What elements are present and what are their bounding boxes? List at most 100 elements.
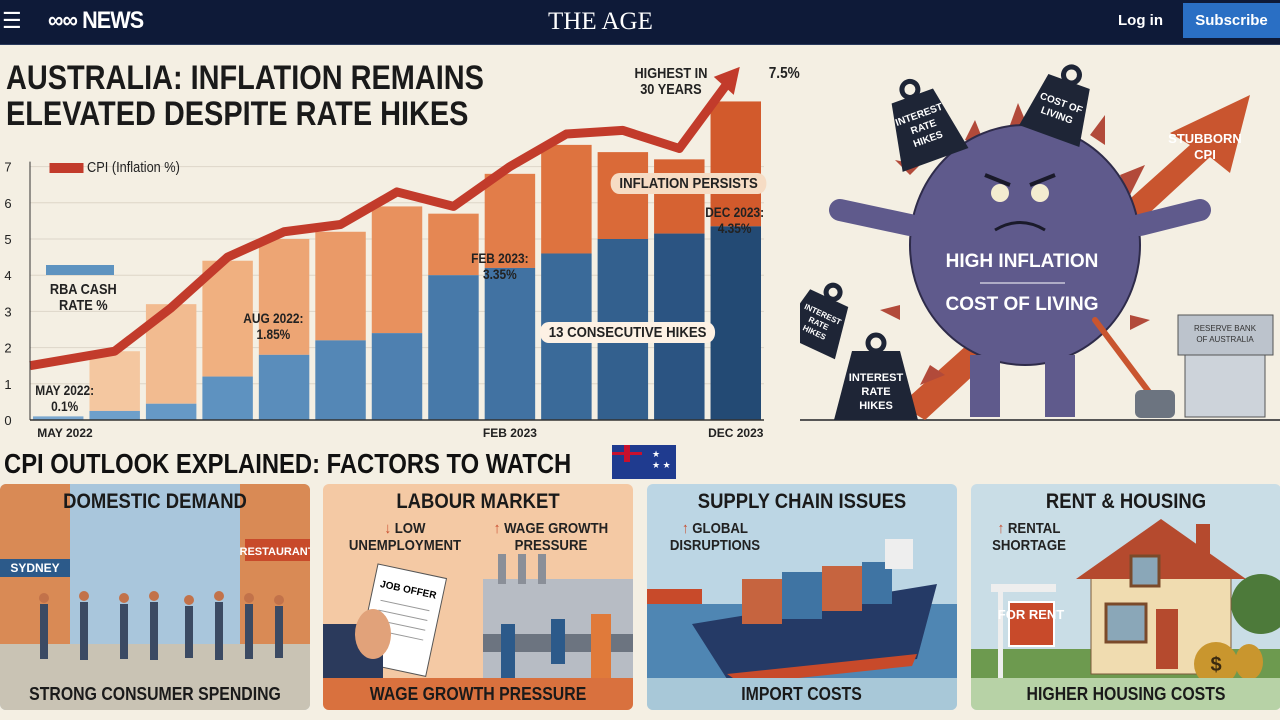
svg-text:HIKES: HIKES (859, 400, 893, 412)
y-tick-label: 5 (4, 232, 11, 247)
x-tick-label: FEB 2023 (483, 426, 537, 440)
weight-icon: INTEREST RATE HIKES (834, 332, 918, 420)
inflation-bar (484, 173, 536, 268)
y-tick-label: 7 (4, 160, 11, 175)
inflation-bar (315, 231, 366, 341)
headline-line-1: AUSTRALIA: INFLATION REMAINS (6, 59, 484, 97)
subscribe-button[interactable]: Subscribe (1183, 3, 1280, 38)
consecutive-hikes-callout: 13 CONSECUTIVE HIKES (539, 322, 716, 343)
x-tick-label: MAY 2022 (37, 426, 93, 440)
the-age-masthead[interactable]: THE AGE (548, 8, 653, 35)
monster-body (909, 124, 1141, 366)
y-tick-label: 6 (4, 196, 11, 211)
brand-name: NEWS (82, 7, 144, 34)
inflation-bar (89, 351, 140, 411)
reserve-bank-building-icon: RESERVE BANK OF AUSTRALIA (1177, 314, 1274, 418)
monster-label-2: COST OF LIVING (945, 294, 1098, 315)
legend-cpi: CPI (Inflation %) (49, 159, 180, 176)
inflation-bar (541, 144, 592, 254)
cpi-line (29, 80, 732, 371)
cash-rate-bar (371, 333, 423, 420)
abc-news-logo[interactable]: ∞∞ NEWS (48, 7, 144, 34)
panel-domestic-demand: SYDNEY RESTAURANT DOMESTIC DEMAND STRONG… (0, 484, 310, 710)
cash-rate-bar (428, 275, 479, 420)
restaurant-sign: RESTAURANT (240, 546, 310, 558)
svg-text:RESERVE BANK: RESERVE BANK (1194, 324, 1257, 333)
cash-rate-bar (145, 403, 197, 420)
panel-caption: IMPORT COSTS (647, 678, 957, 710)
lever-icon (1092, 317, 1158, 403)
hamburger-menu-icon[interactable]: ☰ (2, 8, 22, 33)
annotation-aug-2022: AUG 2022: 1.85% (243, 310, 304, 342)
svg-text:FOR RENT: FOR RENT (998, 607, 1065, 622)
low-unemployment-label: ↓ LOW UNEMPLOYMENT (348, 520, 462, 554)
highest-annotation: HIGHEST IN 30 YEARS (634, 65, 708, 98)
y-tick-label: 0 (4, 413, 11, 428)
containers-icon (742, 562, 892, 624)
panel-title: RENT & HOUSING (1045, 490, 1207, 513)
annotation-may-2022: MAY 2022: 0.1% (35, 382, 95, 414)
panel-title: SUPPLY CHAIN ISSUES (697, 490, 907, 513)
money-bag-icon (1235, 644, 1263, 680)
inflation-bar (258, 239, 310, 355)
cash-rate-bar (202, 376, 253, 420)
cash-rate-bar (484, 267, 536, 420)
y-tick-label: 3 (4, 304, 11, 319)
headline-line-2: ELEVATED DESPITE RATE HIKES (6, 95, 469, 133)
panel-supply-chain: SUPPLY CHAIN ISSUES ↑ GLOBAL DISRUPTIONS… (647, 484, 957, 710)
x-tick-label: DEC 2023 (708, 426, 764, 440)
inflation-bar (654, 159, 705, 234)
panel-rent-housing: FOR RENT $ RENT & HOUSING ↑ RENTAL SHORT… (971, 484, 1280, 710)
y-tick-label: 2 (4, 341, 11, 356)
inflation-bar (428, 213, 479, 276)
peak-value-label: 7.5% (768, 65, 800, 82)
cpi-arrowhead (713, 66, 740, 95)
svg-text:OF AUSTRALIA: OF AUSTRALIA (1196, 335, 1254, 344)
inflation-persists-callout: INFLATION PERSISTS (610, 173, 767, 194)
global-disruptions-label: ↑ GLOBAL DISRUPTIONS (669, 520, 761, 554)
cash-rate-bar (258, 354, 310, 420)
inflation-chart: 0 1 2 3 4 5 6 7 MAY 2022 FEB 2023 DEC 2023 (4, 66, 764, 440)
rental-shortage-label: ↑ RENTAL SHORTAGE (992, 520, 1066, 554)
annotation-dec-2023: DEC 2023: 4.35% (705, 204, 765, 236)
y-tick-label: 1 (4, 377, 11, 392)
panel-caption: STRONG CONSUMER SPENDING (0, 678, 310, 710)
login-link[interactable]: Log in (1118, 12, 1163, 29)
sydney-sign: SYDNEY (10, 561, 59, 575)
panel-caption: WAGE GROWTH PRESSURE (323, 678, 633, 710)
inflation-bar (597, 152, 649, 239)
panel-title: DOMESTIC DEMAND (63, 490, 247, 513)
panel-labour-market: JOB OFFER LABOUR MARKET ↓ LOW UNEMPLOYME… (323, 484, 633, 710)
svg-text:STUBBORN: STUBBORN (1168, 131, 1242, 146)
annotation-feb-2023: FEB 2023: 3.35% (471, 250, 529, 282)
factors-heading: CPI OUTLOOK EXPLAINED: FACTORS TO WATCH (4, 448, 572, 479)
panel-title: LABOUR MARKET (396, 490, 560, 513)
legend-cash-swatch (46, 265, 114, 275)
legend-cash-label: RBA CASH RATE % (49, 281, 117, 314)
inflation-bar (202, 260, 253, 377)
for-rent-sign (1008, 601, 1055, 647)
svg-text:INTEREST: INTEREST (849, 372, 904, 384)
y-tick-label: 4 (4, 268, 11, 283)
money-bag-icon (1194, 642, 1238, 686)
inflation-bar (371, 206, 423, 334)
wage-growth-label: ↑ WAGE GROWTH PRESSURE (493, 520, 609, 554)
svg-text:$: $ (1210, 654, 1221, 676)
inflation-monster-illustration: STUBBORN CPI HIGH INFLATION COST OF LIVI… (800, 64, 1280, 421)
cash-rate-bar (89, 410, 140, 420)
cash-rate-bar (710, 226, 761, 420)
cash-rate-bar (315, 340, 366, 420)
inflation-bar (710, 101, 761, 227)
cash-rate-bar (33, 416, 84, 420)
panel-caption: HIGHER HOUSING COSTS (971, 678, 1280, 710)
svg-text:RATE: RATE (861, 386, 890, 398)
legend-cpi-label: CPI (Inflation %) (87, 159, 180, 176)
top-nav-bar: ☰ ∞∞ NEWS THE AGE Log in Subscribe (0, 0, 1280, 45)
australian-flag-icon: ★ ★ ★ (612, 445, 676, 479)
svg-text:CPI: CPI (1194, 147, 1216, 162)
page-title: AUSTRALIA: INFLATION REMAINS ELEVATED DE… (6, 60, 484, 132)
monster-label-1: HIGH INFLATION (946, 251, 1099, 272)
